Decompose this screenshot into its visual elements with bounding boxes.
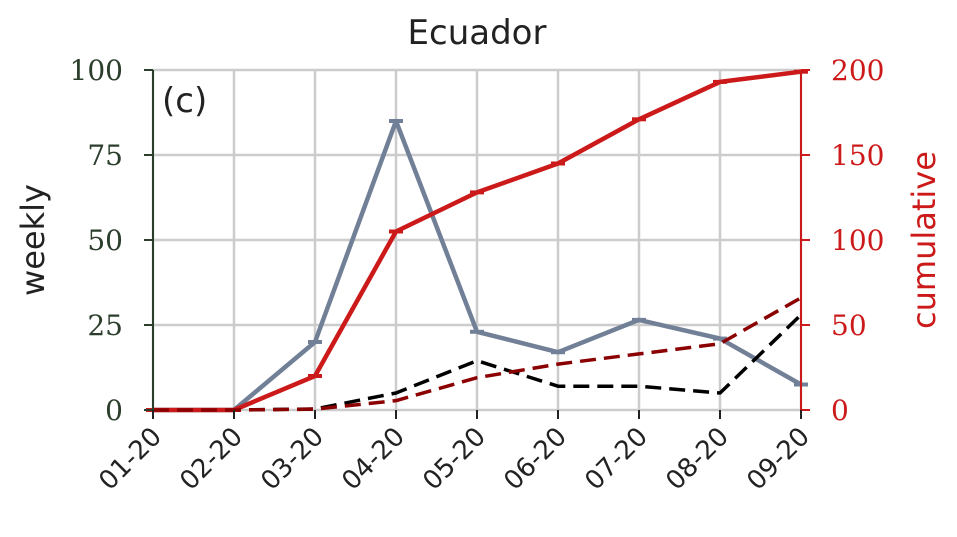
x-tick-label: 06-20: [498, 422, 573, 497]
y-right-tick-label: 50: [831, 309, 867, 342]
x-tick-label: 05-20: [417, 422, 492, 497]
x-tick-label: 09-20: [741, 422, 816, 497]
grid: [151, 68, 803, 412]
x-tick-label: 01-20: [93, 422, 168, 497]
y-right-axis-label: cumulative: [905, 151, 943, 329]
y-right-tick-label: 100: [831, 224, 884, 257]
y-right-tick-label: 150: [831, 139, 884, 172]
y-left-tick-label: 100: [70, 54, 123, 87]
y-left-tick-label: 75: [87, 139, 123, 172]
y-right-tick-label: 0: [831, 394, 849, 427]
y-left-tick-label: 0: [105, 394, 123, 427]
labels: Ecuador (c) weekly cumulative: [14, 13, 943, 329]
y-left-tick-label: 25: [87, 309, 123, 342]
x-tick-label: 04-20: [336, 422, 411, 497]
series-layer: [146, 69, 808, 413]
chart-title: Ecuador: [408, 13, 547, 53]
x-tick-label: 07-20: [579, 422, 654, 497]
y-left-axis-label: weekly: [14, 184, 52, 296]
x-tick-label: 08-20: [660, 422, 735, 497]
y-right-tick-label: 200: [831, 54, 884, 87]
x-tick-label: 03-20: [255, 422, 330, 497]
series-line-4: [153, 296, 802, 412]
y-left-tick-label: 50: [87, 224, 123, 257]
x-tick-label: 02-20: [174, 422, 249, 497]
panel-label: (c): [162, 81, 207, 121]
